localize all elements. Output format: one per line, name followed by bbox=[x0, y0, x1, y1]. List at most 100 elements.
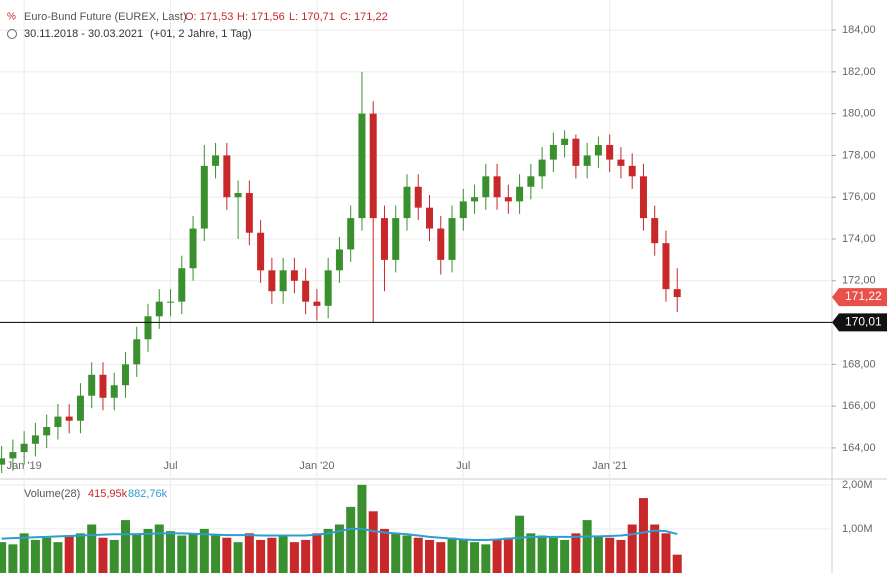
volume-bar bbox=[132, 533, 142, 573]
volume-bar bbox=[0, 542, 7, 573]
candle-body bbox=[414, 186, 422, 208]
volume-bar bbox=[334, 524, 344, 573]
volume-bar bbox=[650, 524, 660, 573]
volume-bar bbox=[289, 542, 299, 573]
y-tick-label: 2,00M bbox=[842, 479, 873, 491]
legend-value: 882,76k bbox=[128, 488, 168, 500]
volume-bar bbox=[222, 537, 232, 573]
volume-bar bbox=[436, 542, 446, 573]
volume-bar bbox=[53, 542, 63, 573]
candle-body bbox=[245, 193, 253, 233]
candle-body bbox=[200, 165, 208, 229]
volume-bar bbox=[470, 542, 480, 573]
volume-bar bbox=[379, 528, 389, 573]
y-tick-label: 166,00 bbox=[842, 400, 876, 412]
candle-body bbox=[617, 159, 625, 166]
candle-body bbox=[662, 243, 670, 290]
volume-bar bbox=[515, 515, 525, 573]
candle-body bbox=[257, 232, 265, 271]
volume-title: Volume(28) bbox=[24, 488, 80, 500]
candle-body bbox=[459, 201, 467, 219]
period: (+01, 2 Jahre, 1 Tag) bbox=[150, 28, 252, 40]
x-tick-label: Jan '20 bbox=[299, 460, 334, 472]
volume-bar bbox=[30, 539, 40, 573]
candle-body bbox=[99, 374, 107, 398]
candle-body bbox=[594, 144, 602, 156]
y-tick-label: 182,00 bbox=[842, 66, 876, 78]
volume-bar bbox=[244, 533, 254, 573]
candle-body bbox=[347, 218, 355, 250]
candle-body bbox=[437, 228, 445, 260]
volume-bar bbox=[211, 535, 221, 573]
volume-bar bbox=[605, 537, 615, 573]
volume-bar bbox=[256, 539, 266, 573]
candle-body bbox=[639, 176, 647, 219]
candle-body bbox=[167, 301, 175, 303]
candle-body bbox=[482, 176, 490, 198]
candle-body bbox=[76, 395, 84, 421]
volume-bar bbox=[537, 535, 547, 573]
volume-bar bbox=[616, 539, 626, 573]
candle-body bbox=[20, 443, 28, 453]
x-tick-label: Jan '21 bbox=[592, 460, 627, 472]
volume-bar bbox=[188, 533, 198, 573]
y-tick-label: 178,00 bbox=[842, 149, 876, 161]
candle-body bbox=[43, 427, 51, 436]
volume-bar bbox=[87, 524, 97, 573]
volume-bar bbox=[346, 506, 356, 573]
candle-body bbox=[358, 113, 366, 219]
candle-body bbox=[54, 416, 62, 428]
ohlc: C: 171,22 bbox=[340, 11, 388, 23]
ohlc: O: 171,53 bbox=[185, 11, 233, 23]
candle-body bbox=[538, 159, 546, 177]
volume-bar bbox=[199, 528, 209, 573]
candle-body bbox=[628, 165, 636, 177]
volume-bar bbox=[323, 528, 333, 573]
volume-bar bbox=[109, 539, 119, 573]
candle-body bbox=[144, 316, 152, 340]
volume-bar bbox=[75, 533, 85, 573]
candle-body bbox=[403, 186, 411, 219]
volume-bar bbox=[638, 498, 648, 573]
price-tag-label: 170,01 bbox=[845, 315, 882, 329]
candle-body bbox=[279, 270, 287, 292]
candle-body bbox=[223, 155, 231, 198]
volume-bar bbox=[278, 535, 288, 573]
legend-value: 415,95k bbox=[88, 488, 128, 500]
volume-bar bbox=[233, 542, 243, 573]
candle-body bbox=[65, 416, 73, 421]
candle-body bbox=[268, 270, 276, 292]
y-tick-label: 168,00 bbox=[842, 358, 876, 370]
volume-bar bbox=[402, 535, 412, 573]
candle-body bbox=[189, 228, 197, 269]
candle-body bbox=[88, 374, 96, 396]
volume-bar bbox=[481, 544, 491, 573]
candle-body bbox=[178, 268, 186, 302]
candle-body bbox=[324, 270, 332, 306]
volume-bar bbox=[447, 537, 457, 573]
candle-body bbox=[651, 218, 659, 244]
ohlc: L: 170,71 bbox=[289, 11, 335, 23]
candle-body bbox=[572, 138, 580, 166]
volume-bar bbox=[593, 535, 603, 573]
candle-body bbox=[369, 113, 377, 219]
candle-body bbox=[0, 458, 6, 465]
ohlc: H: 171,56 bbox=[237, 11, 285, 23]
y-tick-label: 172,00 bbox=[842, 275, 876, 287]
volume-bar bbox=[391, 533, 401, 573]
candle-body bbox=[527, 176, 535, 187]
candle-body bbox=[392, 218, 400, 260]
y-tick-label: 180,00 bbox=[842, 108, 876, 120]
volume-bar bbox=[627, 524, 637, 573]
candle-body bbox=[673, 289, 681, 298]
y-tick-label: 174,00 bbox=[842, 233, 876, 245]
volume-bar bbox=[672, 554, 682, 573]
volume-bar bbox=[98, 537, 108, 573]
candle-body bbox=[335, 249, 343, 271]
clock-icon bbox=[7, 29, 17, 39]
candle-body bbox=[9, 452, 17, 459]
candle-body bbox=[583, 155, 591, 166]
candle-body bbox=[121, 364, 129, 386]
x-tick-label: Jul bbox=[456, 460, 470, 472]
